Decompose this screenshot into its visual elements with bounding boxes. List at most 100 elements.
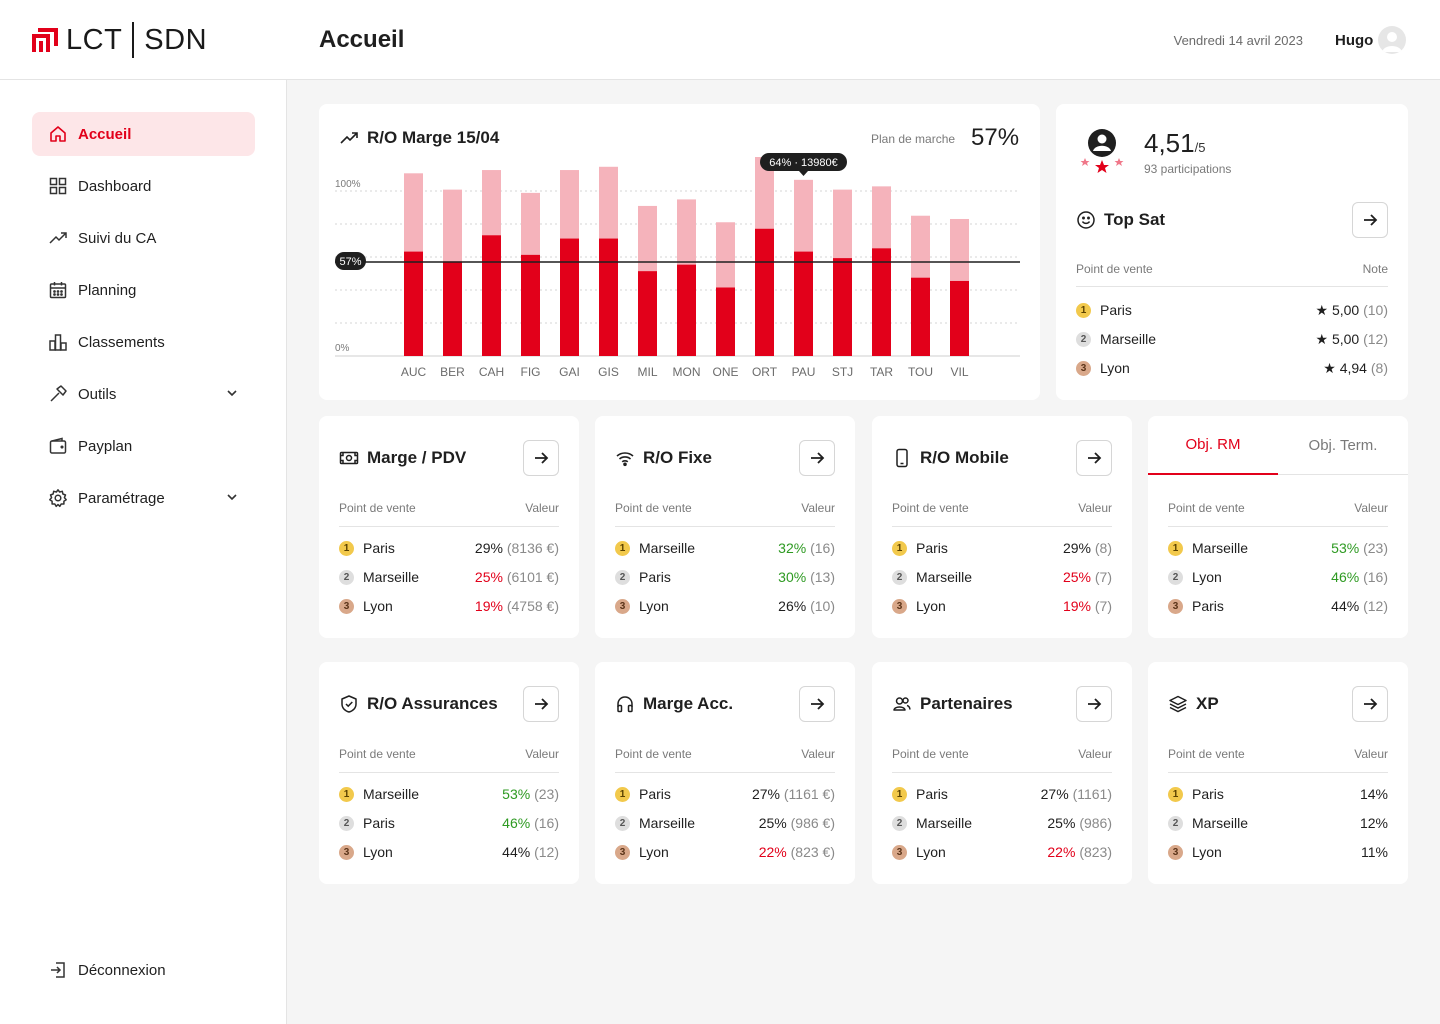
table-row[interactable]: 3 Lyon 11% [1168,841,1388,863]
bar-realise[interactable] [443,261,462,356]
sat-open-button[interactable] [1352,202,1388,238]
pdv-name: Lyon [1192,844,1222,860]
tab-obj-rm[interactable]: Obj. RM [1148,416,1278,475]
bar-realise[interactable] [755,228,774,356]
sidebar-item-label: Planning [78,281,137,299]
bar-realise[interactable] [599,238,618,356]
table-row[interactable]: 2 Paris 30% (13) [615,566,835,588]
sidebar-item-dashboard[interactable]: Dashboard [32,164,255,208]
bar-realise[interactable] [638,271,657,356]
arrow-right-icon [1088,698,1102,710]
table-row[interactable]: 1 Marseille 53% (23) [339,783,559,805]
sidebar-item-planning[interactable]: Planning [32,268,255,312]
bar-realise[interactable] [716,287,735,356]
table-row[interactable]: 1 Paris 27% (1161 €) [615,783,835,805]
row-value: 22% (823) [1047,844,1112,860]
bar-realise[interactable] [794,251,813,356]
sidebar-item-accueil[interactable]: Accueil [32,112,255,156]
card-open-button[interactable] [1076,440,1112,476]
sidebar-item-payplan[interactable]: Payplan [32,424,255,468]
table-row[interactable]: 3 Lyon 19% (4758 €) [339,595,559,617]
table-row[interactable]: 3 Lyon 19% (7) [892,595,1112,617]
logout-icon [48,960,68,980]
row-percent: 32% [778,540,807,556]
sidebar-item-classements[interactable]: Classements [32,320,255,364]
row-percent: 44% [1331,598,1360,614]
table-row[interactable]: 2 Lyon 46% (16) [1168,566,1388,588]
card-open-button[interactable] [1076,686,1112,722]
table-row[interactable]: 3 Lyon 22% (823 €) [615,841,835,863]
row-percent: 25% [758,815,787,831]
table-row[interactable]: 1 Paris 27% (1161) [892,783,1112,805]
sidebar-item-parametrage[interactable]: Paramétrage [32,476,255,520]
card-title: Partenaires [892,694,1013,714]
bar-realise[interactable] [872,248,891,356]
wallet-icon [48,436,68,456]
rank-badge: 2 [892,569,907,585]
bar-realise[interactable] [677,264,696,356]
chart-title-label: R/O Marge 15/04 [367,128,500,147]
metric-card: Marge / PDV Point de vente Valeur 1 Paris 29%… [319,416,579,638]
table-row[interactable]: 3 Paris 44% (12) [1168,595,1388,617]
bar-realise[interactable] [911,277,930,356]
card-open-button[interactable] [799,686,835,722]
bar-realise[interactable] [482,235,501,356]
table-row[interactable]: 2 Marseille 25% (986 €) [615,812,835,834]
table-row[interactable]: 3 Lyon 44% (12) [339,841,559,863]
rating-value: ★ 5,00 (10) [1316,302,1389,319]
chevron-down-icon[interactable] [225,490,239,508]
table-row[interactable]: 1 Paris 14% [1168,783,1388,805]
bar-realise[interactable] [404,251,423,356]
table-row[interactable]: 2 Marseille 25% (986) [892,812,1112,834]
x-tick-label: MIL [637,365,657,379]
row-detail: (8) [1094,540,1112,556]
table-row[interactable]: 2 Marseille 25% (6101 €) [339,566,559,588]
bar-realise[interactable] [833,258,852,356]
table-row[interactable]: 1 Paris 29% (8) [892,537,1112,559]
bar-realise[interactable] [560,238,579,356]
logout-button[interactable]: Déconnexion [32,948,255,992]
rating-note: ★ 5,00 [1315,331,1360,347]
avatar[interactable] [1378,26,1406,54]
tab-obj-term[interactable]: Obj. Term. [1308,437,1378,454]
col-header-value: Valeur [1078,501,1112,515]
sidebar-item-outils[interactable]: Outils [32,372,255,416]
table-row[interactable]: 3 Lyon 22% (823) [892,841,1112,863]
rating-note: ★ 5,00 [1315,302,1360,318]
card-open-button[interactable] [799,440,835,476]
table-row[interactable]: 2 Marseille ★ 5,00 (12) [1076,328,1388,350]
row-value: 25% (6101 €) [475,569,559,585]
rank-badge: 1 [339,540,354,556]
table-row[interactable]: 2 Marseille 12% [1168,812,1388,834]
pdv-name: Lyon [639,598,669,614]
metric-card: Partenaires Point de vente Valeur 1 Paris 27%… [872,662,1132,884]
user-name[interactable]: Hugo [1335,32,1374,49]
table-row[interactable]: 3 Lyon 26% (10) [615,595,835,617]
pdv-name: Paris [639,786,671,802]
x-tick-label: FIG [521,365,541,379]
row-percent: 27% [751,786,780,802]
bar-realise[interactable] [950,280,969,356]
logo[interactable]: LCT SDN [32,22,207,58]
pdv-name: Lyon [639,844,669,860]
row-detail: (13) [810,569,835,585]
card-open-button[interactable] [1352,686,1388,722]
divider [892,526,1112,527]
bar-realise[interactable] [521,254,540,356]
table-row[interactable]: 2 Paris 46% (16) [339,812,559,834]
table-row[interactable]: 1 Paris ★ 5,00 (10) [1076,299,1388,321]
table-row[interactable]: 1 Marseille 32% (16) [615,537,835,559]
row-detail: (986 €) [790,815,835,831]
pdv-name: Paris [639,569,671,585]
table-row[interactable]: 3 Lyon ★ 4,94 (8) [1076,357,1388,379]
table-row[interactable]: 2 Marseille 25% (7) [892,566,1112,588]
table-row[interactable]: 1 Marseille 53% (23) [1168,537,1388,559]
card-open-button[interactable] [523,440,559,476]
card-open-button[interactable] [523,686,559,722]
chevron-down-icon[interactable] [225,386,239,404]
table-row[interactable]: 1 Paris 29% (8136 €) [339,537,559,559]
sidebar-item-suivi-ca[interactable]: Suivi du CA [32,216,255,260]
headphones-icon [615,694,635,714]
row-value: 22% (823 €) [759,844,835,860]
card-title: Marge Acc. [615,694,733,714]
